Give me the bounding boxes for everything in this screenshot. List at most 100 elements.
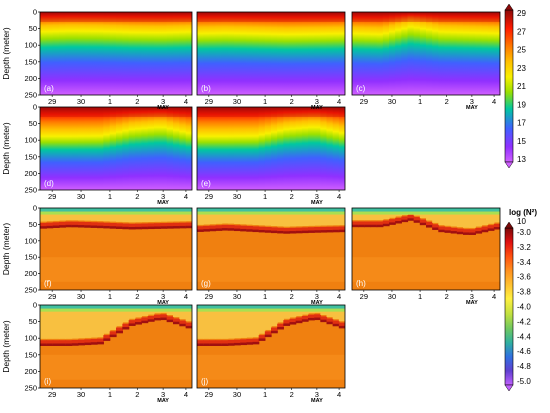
heatmap-column [103, 107, 111, 190]
max-stratification-core [438, 229, 446, 233]
heatmap-column [128, 107, 136, 190]
heatmap-column [166, 107, 174, 190]
heatmap-column [252, 208, 260, 226]
heatmap-column [160, 12, 168, 95]
x-tick-label: 29 [48, 97, 56, 106]
heatmap-column [135, 12, 142, 95]
max-stratification-core [209, 343, 217, 347]
surface-transition-layer [352, 211, 500, 215]
heatmap-column [444, 208, 452, 226]
n2-colorbar-label: -3.8 [517, 288, 531, 297]
heatmap-column [154, 12, 161, 95]
heatmap-column [295, 12, 303, 95]
heatmap-column [240, 305, 247, 338]
y-tick-label: 50 [29, 119, 37, 128]
heatmap-column [141, 208, 149, 223]
heatmap-column [227, 208, 235, 224]
max-stratification-core [419, 222, 427, 226]
max-stratification-core [320, 230, 328, 233]
x-tick-label: 29 [360, 97, 368, 106]
max-stratification-band [203, 340, 210, 346]
colorbar-min-arrow [504, 384, 514, 392]
x-tick-label: 30 [77, 192, 85, 201]
max-stratification-band [185, 322, 192, 328]
max-stratification-core [301, 319, 309, 322]
deep-band [352, 257, 500, 282]
x-tick-label: 4 [337, 292, 341, 301]
x-tick-label: 4 [492, 292, 496, 301]
max-stratification-core [389, 222, 396, 225]
heatmap-column [103, 305, 111, 334]
max-stratification-core [401, 219, 409, 223]
max-stratification-core [271, 330, 278, 334]
max-stratification-core [487, 228, 495, 231]
heatmap-column [52, 12, 60, 95]
heatmap-column [264, 305, 272, 330]
panel-label: (j) [201, 377, 208, 386]
heatmap-column [338, 208, 345, 226]
temperature-colorbar-label: 21 [517, 82, 526, 91]
heatmap-panel [40, 107, 192, 190]
heatmap-column [59, 12, 66, 95]
heatmap-column [271, 305, 278, 327]
heatmap-column [246, 12, 254, 95]
max-stratification-core [141, 320, 149, 324]
max-stratification-core [271, 230, 278, 234]
max-stratification-band [166, 316, 174, 322]
heatmap-column [65, 305, 73, 339]
max-stratification-band [215, 225, 223, 231]
heatmap-column [376, 12, 384, 95]
heatmap-column [314, 208, 321, 226]
max-stratification-band [444, 227, 452, 233]
max-stratification-core [221, 228, 229, 231]
heatmap-column [444, 12, 452, 95]
max-stratification-core [332, 323, 340, 327]
max-stratification-core [227, 228, 235, 231]
heatmap-column [264, 107, 272, 190]
y-tick-label: 250 [24, 186, 37, 195]
max-stratification-core [308, 230, 315, 233]
heatmap-column [289, 12, 297, 95]
max-stratification-band [426, 221, 433, 227]
max-stratification-band [314, 226, 321, 232]
max-stratification-core [240, 342, 247, 346]
heatmap-column [283, 305, 291, 319]
max-stratification-core [154, 226, 161, 229]
panel-label: (h) [356, 279, 366, 288]
max-stratification-band [116, 223, 123, 229]
max-stratification-core [109, 226, 117, 229]
max-stratification-core [295, 230, 303, 234]
heatmap-column [258, 208, 266, 226]
heatmap-column [432, 208, 439, 223]
n2-colorbar-label: -4.6 [517, 347, 531, 356]
heatmap-column [52, 107, 60, 190]
surface-transition-layer [197, 308, 345, 312]
heatmap-column [215, 305, 223, 339]
max-stratification-band [277, 227, 284, 233]
x-tick-label: 29 [360, 292, 368, 301]
heatmap-column [128, 305, 136, 319]
n2-colorbar [504, 227, 514, 386]
max-stratification-core [234, 228, 241, 232]
max-stratification-band [234, 225, 241, 231]
max-stratification-band [301, 227, 309, 233]
max-stratification-core [252, 229, 260, 233]
heatmap-column [289, 107, 297, 190]
max-stratification-core [326, 321, 334, 325]
heatmap-column [71, 12, 79, 95]
heatmap-column [481, 208, 489, 226]
heatmap-column [295, 107, 303, 190]
heatmap-column [456, 12, 464, 95]
max-stratification-core [173, 226, 180, 229]
max-stratification-core [413, 220, 421, 223]
heatmap-column [487, 208, 495, 224]
heatmap-column [173, 12, 180, 95]
max-stratification-band [264, 331, 272, 337]
max-stratification-core [166, 319, 174, 323]
heatmap-column [481, 12, 489, 95]
heatmap-column [332, 107, 340, 190]
max-stratification-band [289, 227, 297, 233]
max-stratification-band [352, 221, 359, 227]
max-stratification-band [52, 340, 60, 346]
heatmap-column [432, 12, 439, 95]
